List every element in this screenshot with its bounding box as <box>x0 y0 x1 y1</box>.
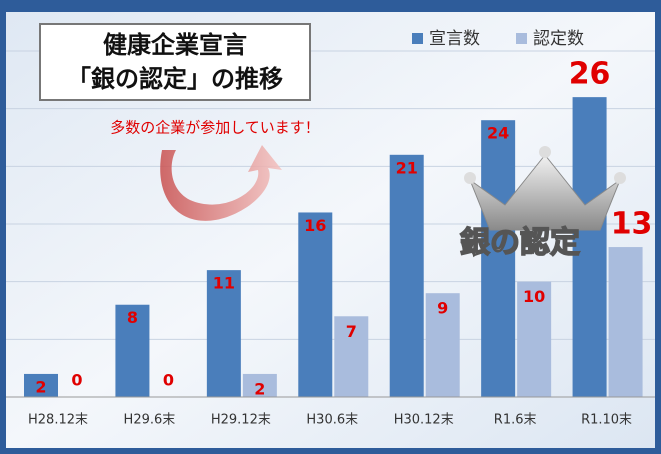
x-tick-label: H28.12末 <box>28 413 88 428</box>
data-label: 7 <box>346 322 357 341</box>
legend-label: 認定数 <box>533 29 584 49</box>
bar <box>298 212 332 397</box>
x-tick-label: H29.12末 <box>211 413 271 428</box>
x-tick-label: R1.10末 <box>581 413 632 428</box>
bar <box>390 155 424 397</box>
data-label: 21 <box>396 158 418 177</box>
data-label: 2 <box>254 379 265 398</box>
chart: 健康企業宣言 「銀の認定」の推移 多数の企業が参加しています！ 銀の認定 宣言数… <box>0 0 661 454</box>
x-tick-label: H29.6末 <box>124 413 176 428</box>
data-label: 16 <box>304 216 326 235</box>
legend-swatch <box>516 33 527 44</box>
x-tick-label: R1.6末 <box>494 413 537 428</box>
x-tick-label: H30.6末 <box>306 413 358 428</box>
data-label: 26 <box>569 57 611 92</box>
chart-subtitle: 「銀の認定」の推移 <box>67 65 283 93</box>
data-label: 9 <box>437 299 448 318</box>
bar <box>609 247 643 397</box>
data-label: 2 <box>35 377 46 396</box>
data-label: 11 <box>213 274 235 293</box>
data-label: 13 <box>611 207 653 242</box>
legend-swatch <box>412 33 423 44</box>
data-label: 0 <box>71 371 82 390</box>
x-tick-label: H30.12末 <box>394 413 454 428</box>
data-label: 24 <box>487 124 509 143</box>
annotation: 多数の企業が参加しています！ <box>110 119 320 137</box>
badge-text: 銀の認定 <box>460 226 580 261</box>
data-label: 0 <box>163 371 174 390</box>
legend-label: 宣言数 <box>429 29 480 49</box>
data-label: 8 <box>127 308 138 327</box>
chart-title: 健康企業宣言 <box>103 31 247 59</box>
data-label: 10 <box>523 287 545 306</box>
